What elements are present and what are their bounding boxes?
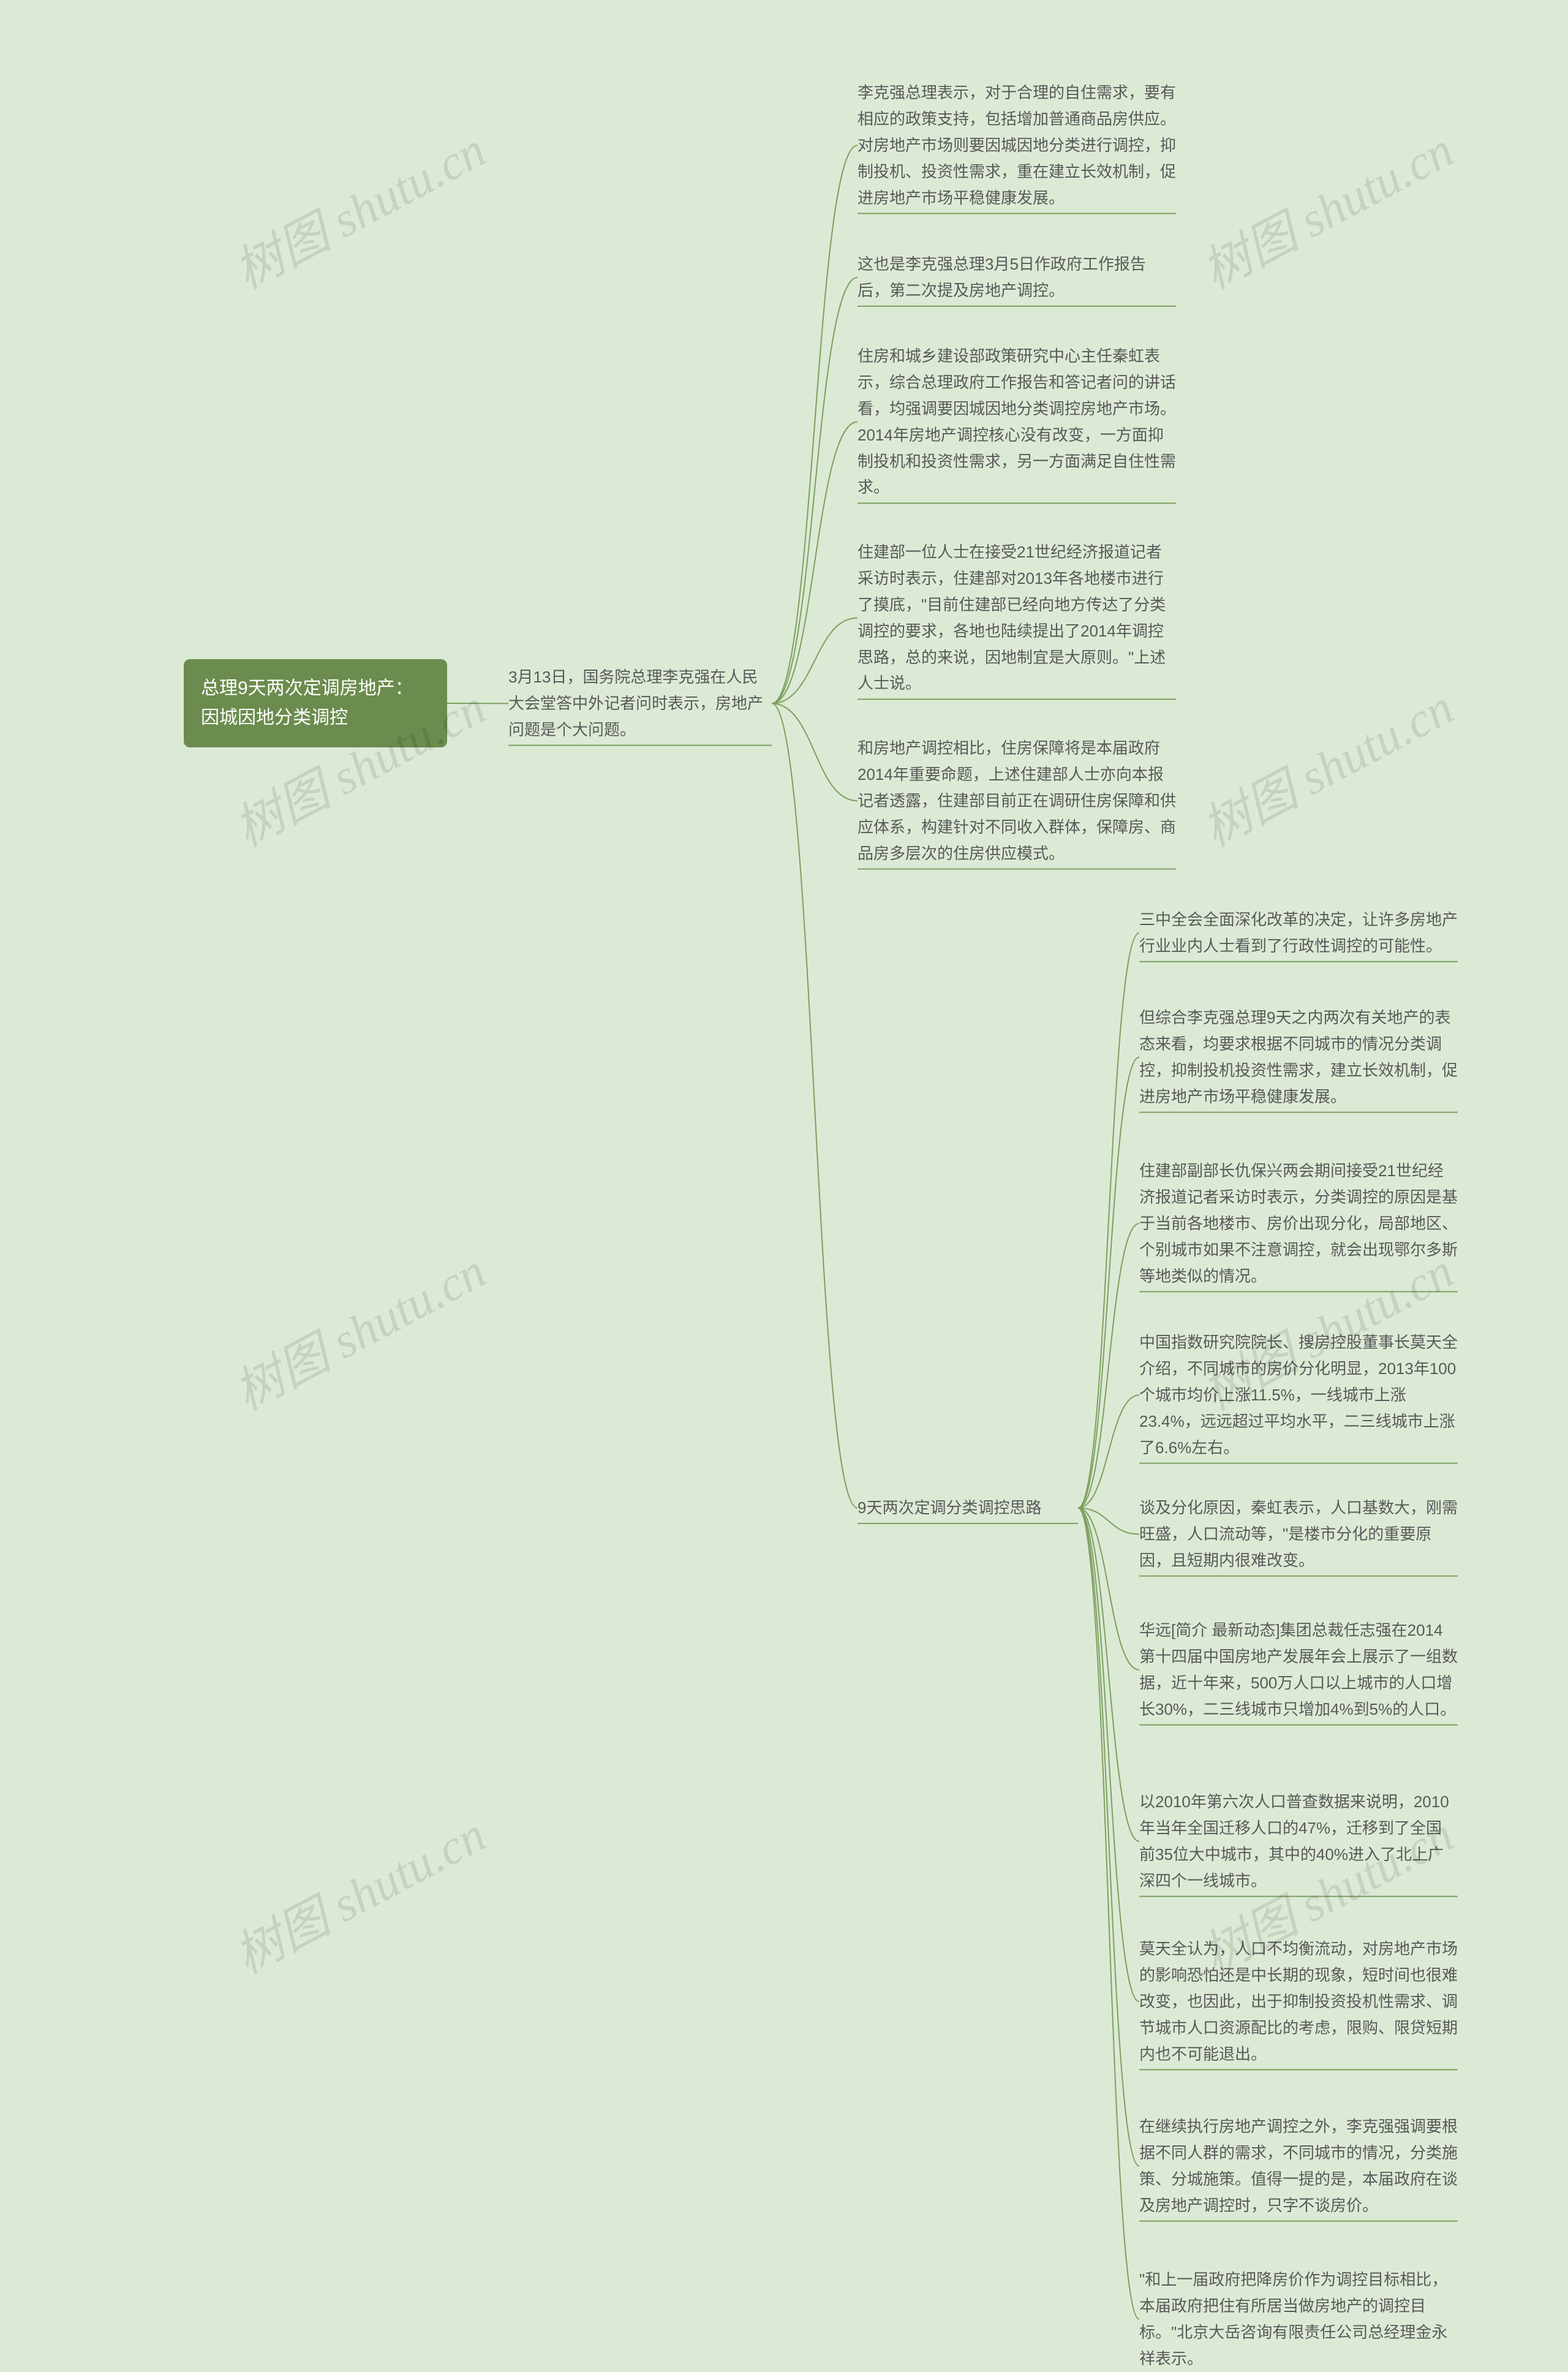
leaf-b2[interactable]: 但综合李克强总理9天之内两次有关地产的表态来看，均要求根据不同城市的情况分类调控… [1139, 1005, 1458, 1110]
leaf-a1[interactable]: 李克强总理表示，对于合理的自住需求，要有相应的政策支持，包括增加普通商品房供应。… [858, 80, 1176, 211]
leaf-b4[interactable]: 中国指数研究院院长、搜房控股董事长莫天全介绍，不同城市的房价分化明显，2013年… [1139, 1329, 1458, 1460]
leaf-b6[interactable]: 华远[简介 最新动态]集团总裁任志强在2014第十四届中国房地产发展年会上展示了… [1139, 1617, 1458, 1723]
level2-node[interactable]: 3月13日，国务院总理李克强在人民大会堂答中外记者问时表示，房地产问题是个大问题… [508, 664, 772, 743]
watermark: 树图 shutu.cn [220, 111, 496, 303]
watermark: 树图 shutu.cn [220, 1232, 496, 1424]
subhead-node[interactable]: 9天两次定调分类调控思路 [858, 1495, 1078, 1521]
leaf-b9[interactable]: 在继续执行房地产调控之外，李克强强调要根据不同人群的需求，不同城市的情况，分类施… [1139, 2113, 1458, 2219]
watermark: 树图 shutu.cn [1188, 668, 1464, 860]
leaf-a3[interactable]: 住房和城乡建设部政策研究中心主任秦虹表示，综合总理政府工作报告和答记者问的讲话看… [858, 343, 1176, 500]
leaf-b1[interactable]: 三中全会全面深化改革的决定，让许多房地产行业业内人士看到了行政性调控的可能性。 [1139, 907, 1458, 959]
leaf-a5[interactable]: 和房地产调控相比，住房保障将是本届政府2014年重要命题，上述住建部人士亦向本报… [858, 735, 1176, 866]
leaf-b8[interactable]: 莫天全认为，人口不均衡流动，对房地产市场的影响恐怕还是中长期的现象，短时间也很难… [1139, 1936, 1458, 2067]
leaf-a2[interactable]: 这也是李克强总理3月5日作政府工作报告后，第二次提及房地产调控。 [858, 251, 1176, 304]
leaf-b3[interactable]: 住建部副部长仇保兴两会期间接受21世纪经济报道记者采访时表示，分类调控的原因是基… [1139, 1158, 1458, 1289]
leaf-b10[interactable]: "和上一届政府把降房价作为调控目标相比，本届政府把住有所居当做房地产的调控目标。… [1139, 2267, 1458, 2372]
root-node[interactable]: 总理9天两次定调房地产：因城因地分类调控 [184, 659, 447, 747]
leaf-b5[interactable]: 谈及分化原因，秦虹表示，人口基数大，刚需旺盛，人口流动等，"是楼市分化的重要原因… [1139, 1495, 1458, 1574]
leaf-a4[interactable]: 住建部一位人士在接受21世纪经济报道记者采访时表示，住建部对2013年各地楼市进… [858, 539, 1176, 697]
mindmap-canvas: 总理9天两次定调房地产：因城因地分类调控 3月13日，国务院总理李克强在人民大会… [0, 0, 1568, 2370]
watermark: 树图 shutu.cn [1188, 111, 1464, 303]
leaf-b7[interactable]: 以2010年第六次人口普查数据来说明，2010年当年全国迁移人口的47%，迁移到… [1139, 1789, 1458, 1894]
watermark: 树图 shutu.cn [220, 1796, 496, 1987]
